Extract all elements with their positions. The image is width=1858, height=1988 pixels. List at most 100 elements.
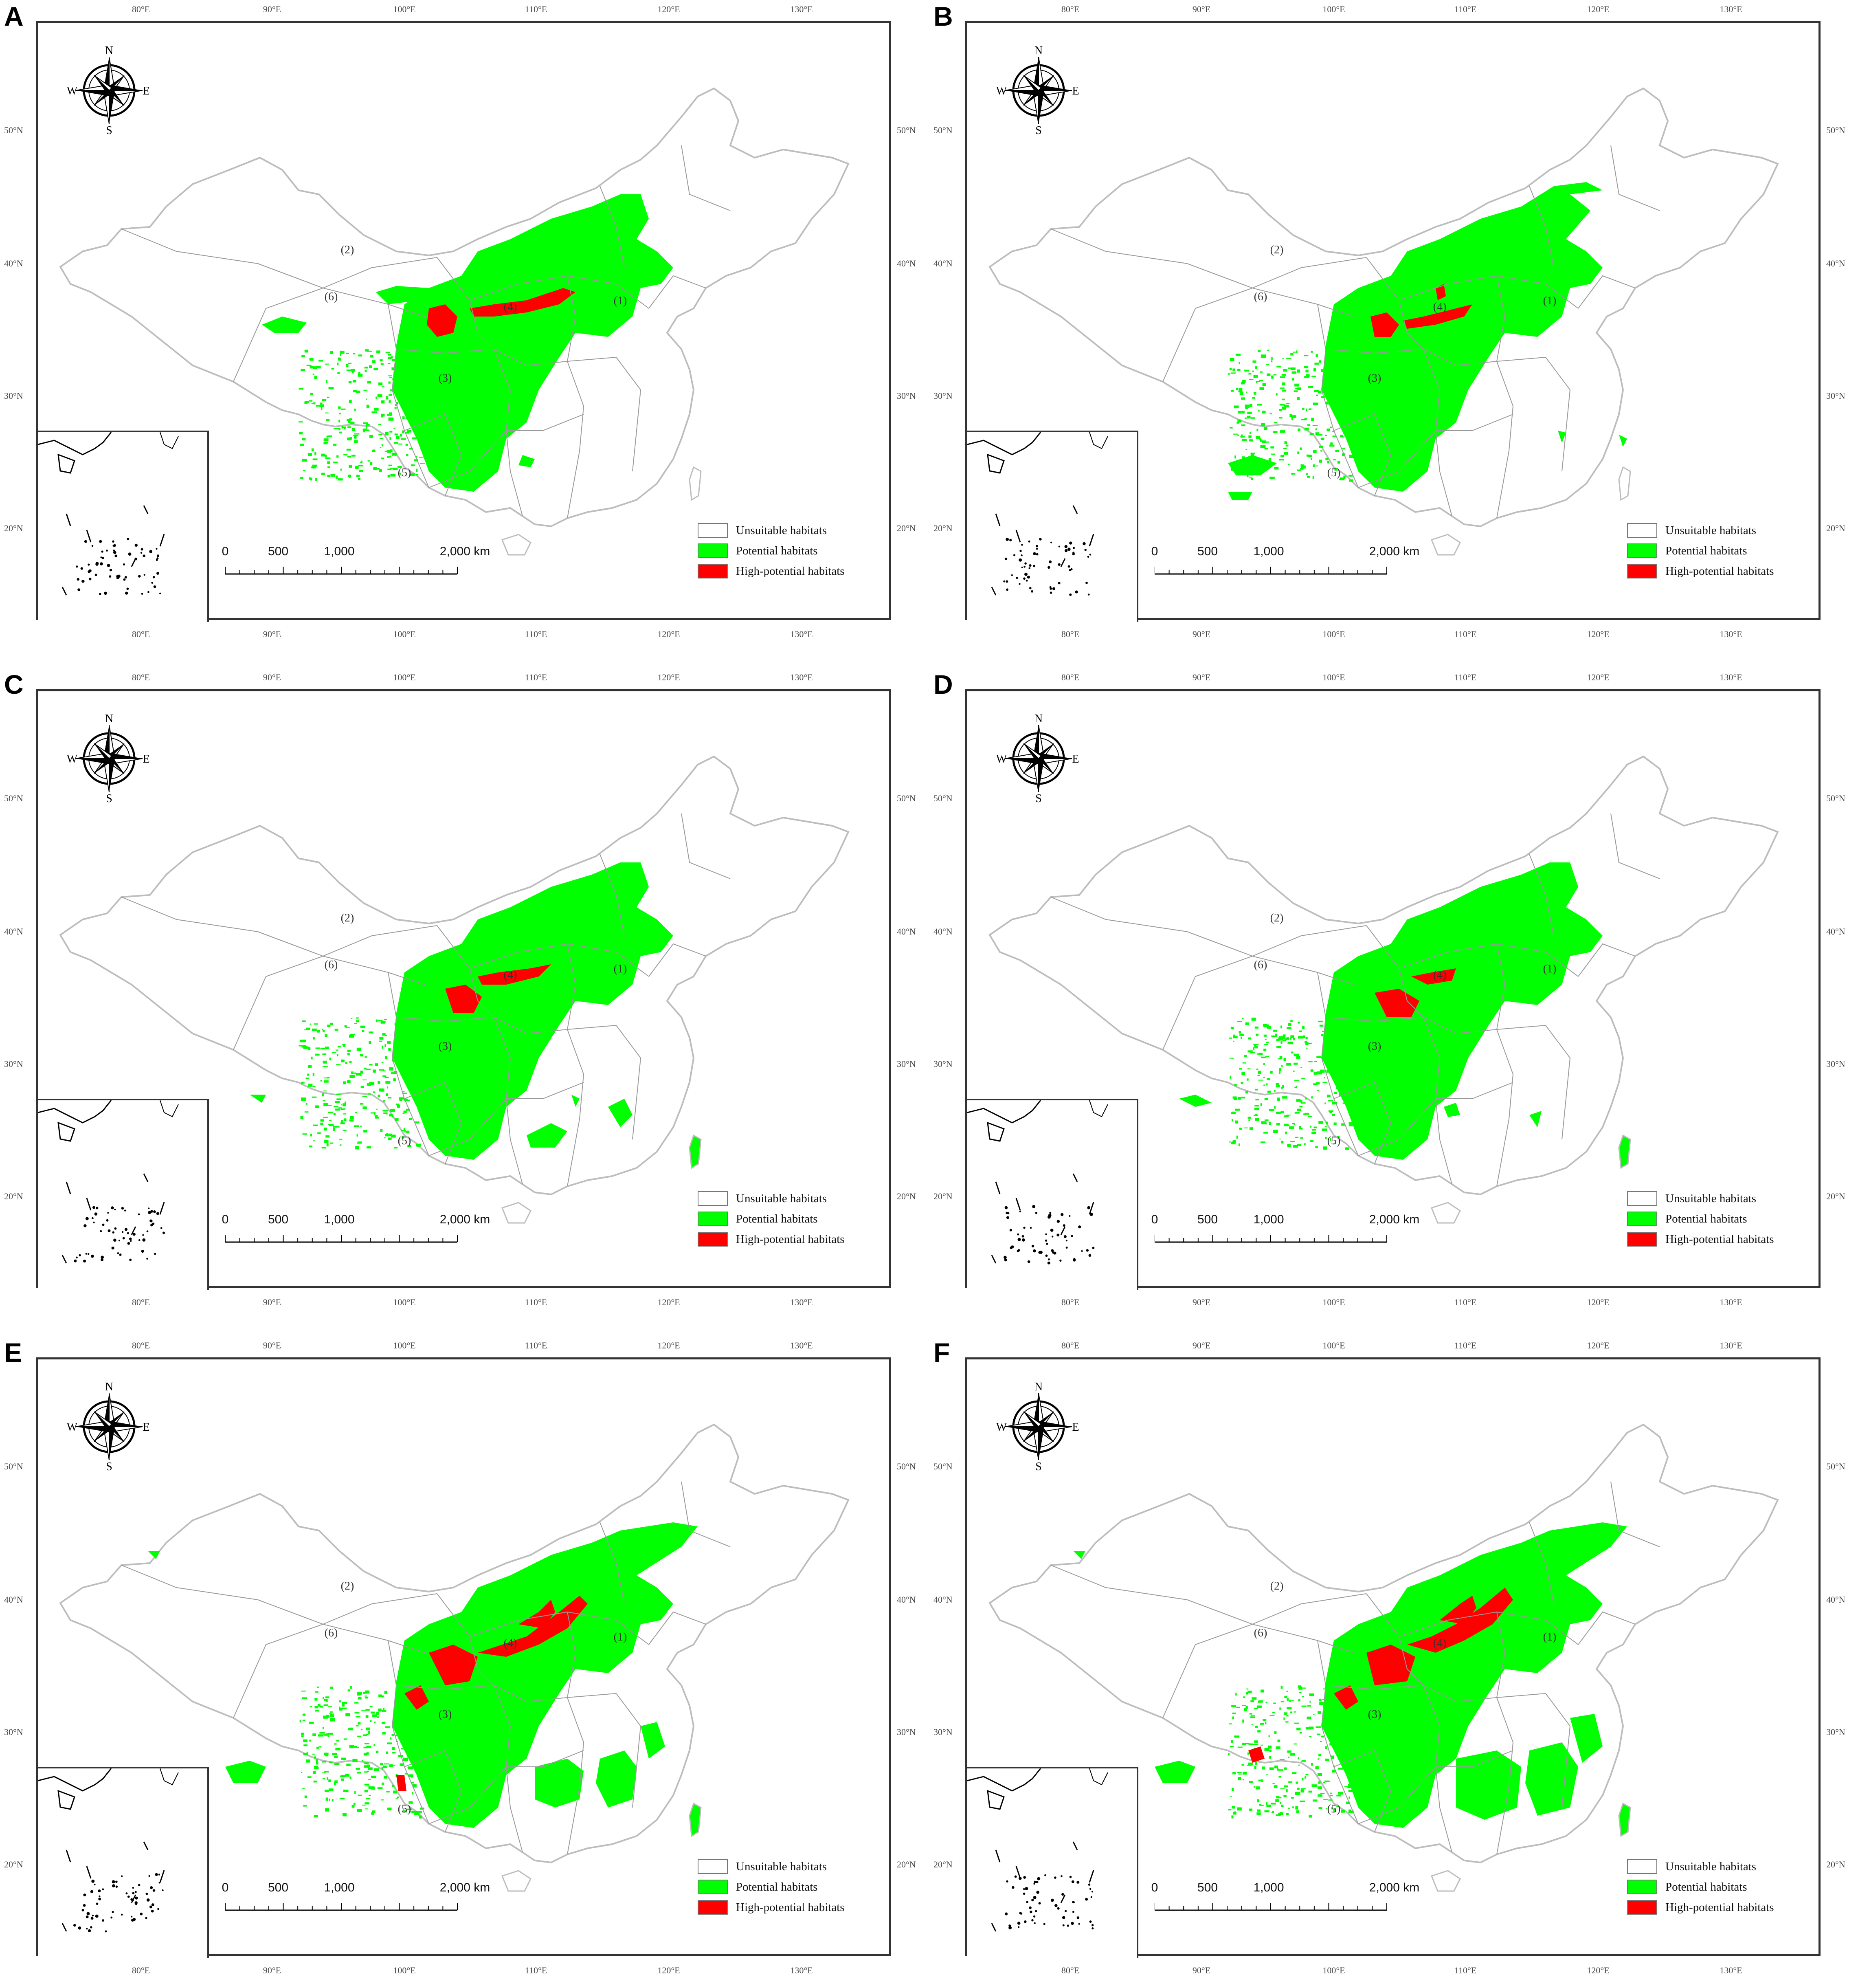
legend-label: Potential habitats (736, 1212, 818, 1225)
habitat-map: (1) (2) (3) (4) (5) (6) (59, 755, 850, 1224)
legend-swatch (698, 564, 728, 578)
legend-swatch (698, 523, 728, 538)
province-boundary (1436, 1082, 1513, 1099)
scale-bar-label: 0 (222, 1881, 229, 1894)
legend: Unsuitable habitats Potential habitats Hig… (698, 522, 889, 583)
taiwan-outline (1618, 1802, 1631, 1837)
compass-north-label: N (1034, 1381, 1043, 1393)
compass-west-label: W (996, 753, 1007, 765)
scale-bar-label: 2,000 km (439, 1213, 490, 1226)
scale-bar-label: 2,000 km (1369, 1881, 1420, 1894)
province-boundary (1496, 1029, 1514, 1187)
legend-item: Unsuitable habitats (698, 1858, 827, 1875)
scale-bar-label: 500 (1197, 1881, 1218, 1894)
latitude-tick-label: 40°N (897, 926, 916, 937)
high-potential-habitat-area (429, 1645, 478, 1685)
legend: Unsuitable habitats Potential habitats Hig… (698, 1858, 889, 1920)
compass: N S W E (66, 44, 152, 139)
latitude-tick-label: 30°N (1826, 391, 1845, 401)
province-boundary (648, 943, 706, 977)
compass-west-label: W (67, 85, 78, 97)
longitude-tick-label: 110°E (1454, 1297, 1477, 1307)
latitude-tick-label: 50°N (897, 125, 916, 135)
province-boundary (567, 1697, 584, 1855)
scale-bar-line (225, 1235, 458, 1243)
latitude-tick-label: 30°N (897, 391, 916, 401)
region-label: (3) (439, 1708, 452, 1721)
region-label: (4) (1433, 1637, 1447, 1649)
province-boundary (428, 1766, 507, 1824)
province-boundary (567, 1612, 576, 1698)
longitude-tick-label: 110°E (525, 1297, 547, 1307)
potential-habitat-area (1155, 1761, 1195, 1783)
province-boundary (1578, 1611, 1636, 1645)
potential-habitat-area (1558, 431, 1566, 443)
province-boundary (1545, 1025, 1571, 1140)
longitude-tick-label: 130°E (790, 1340, 813, 1350)
longitude-tick-label: 90°E (263, 1965, 281, 1975)
longitude-tick-label: 90°E (1192, 629, 1211, 639)
province-boundary (1366, 925, 1424, 1018)
legend-label: Potential habitats (736, 544, 818, 557)
scale-bar-label: 0 (1151, 1881, 1158, 1894)
taiwan-outline (1618, 466, 1631, 501)
province-boundary (681, 813, 731, 879)
longitude-tick-label: 120°E (657, 4, 680, 14)
compass: N S W E (66, 1380, 152, 1476)
potential-habitat-area (571, 1095, 580, 1107)
province-boundary (388, 304, 429, 488)
latitude-tick-label: 30°N (4, 1727, 23, 1737)
longitude-tick-label: 110°E (1454, 1965, 1477, 1975)
latitude-tick-label: 40°N (1826, 926, 1845, 937)
province-boundary (1252, 925, 1367, 957)
scale-bar: 0 500 1,000 2,000 km (1151, 1213, 1419, 1245)
longitude-tick-label: 130°E (1720, 1965, 1742, 1975)
province-boundary (121, 229, 323, 288)
scale-bar-label: 2,000 km (1369, 545, 1420, 558)
legend-item: High-potential habitats (1627, 1231, 1774, 1247)
scale-bar: 0 500 1,000 2,000 km (222, 1213, 490, 1245)
compass-west-label: W (67, 753, 78, 765)
compass: N S W E (996, 1380, 1081, 1476)
longitude-tick-label: 100°E (393, 1965, 416, 1975)
legend-item: High-potential habitats (698, 1899, 845, 1915)
longitude-tick-label: 100°E (1322, 629, 1345, 639)
province-boundary (1496, 1612, 1506, 1698)
scale-bar-line (1155, 1903, 1387, 1911)
scale-bar-label: 500 (1197, 1213, 1218, 1226)
province-boundary (1610, 145, 1660, 211)
scale-bar-label: 1,000 (324, 1881, 355, 1894)
taiwan-outline (689, 1802, 702, 1837)
potential-habitat-area (1525, 1742, 1578, 1816)
legend-label: Unsuitable habitats (1665, 1860, 1757, 1873)
latitude-tick-label: 20°N (4, 1191, 23, 1201)
province-boundary (428, 430, 507, 488)
high-potential-habitat-area (470, 288, 575, 317)
longitude-tick-label: 80°E (1061, 1340, 1080, 1350)
latitude-tick-label: 20°N (1826, 1191, 1845, 1201)
longitude-tick-label: 110°E (525, 1965, 547, 1975)
legend-label: High-potential habitats (1665, 564, 1774, 578)
region-label: (6) (325, 959, 338, 971)
compass-west-label: W (996, 85, 1007, 97)
region-label: (5) (1327, 1803, 1341, 1815)
compass-west-label: W (67, 1421, 78, 1434)
high-potential-habitat-area (1375, 989, 1419, 1017)
province-boundary (1436, 414, 1513, 431)
province-boundary (648, 1611, 706, 1645)
panel-letter: A (4, 1, 24, 31)
region-label: (4) (1433, 969, 1447, 981)
longitude-tick-label: 130°E (1720, 629, 1742, 639)
potential-habitat-speckles (1228, 350, 1354, 482)
latitude-tick-label: 50°N (1826, 125, 1845, 135)
longitude-tick-label: 90°E (263, 4, 281, 14)
panel-letter: B (933, 1, 953, 31)
province-boundary (1317, 1640, 1359, 1824)
latitude-tick-label: 40°N (897, 258, 916, 268)
region-label: (1) (1543, 1631, 1557, 1643)
legend-swatch (698, 543, 728, 558)
compass-south-label: S (106, 792, 112, 805)
potential-habitat-area (608, 1099, 633, 1127)
compass-east-label: E (1072, 85, 1079, 97)
province-boundary (1325, 1685, 1546, 1702)
